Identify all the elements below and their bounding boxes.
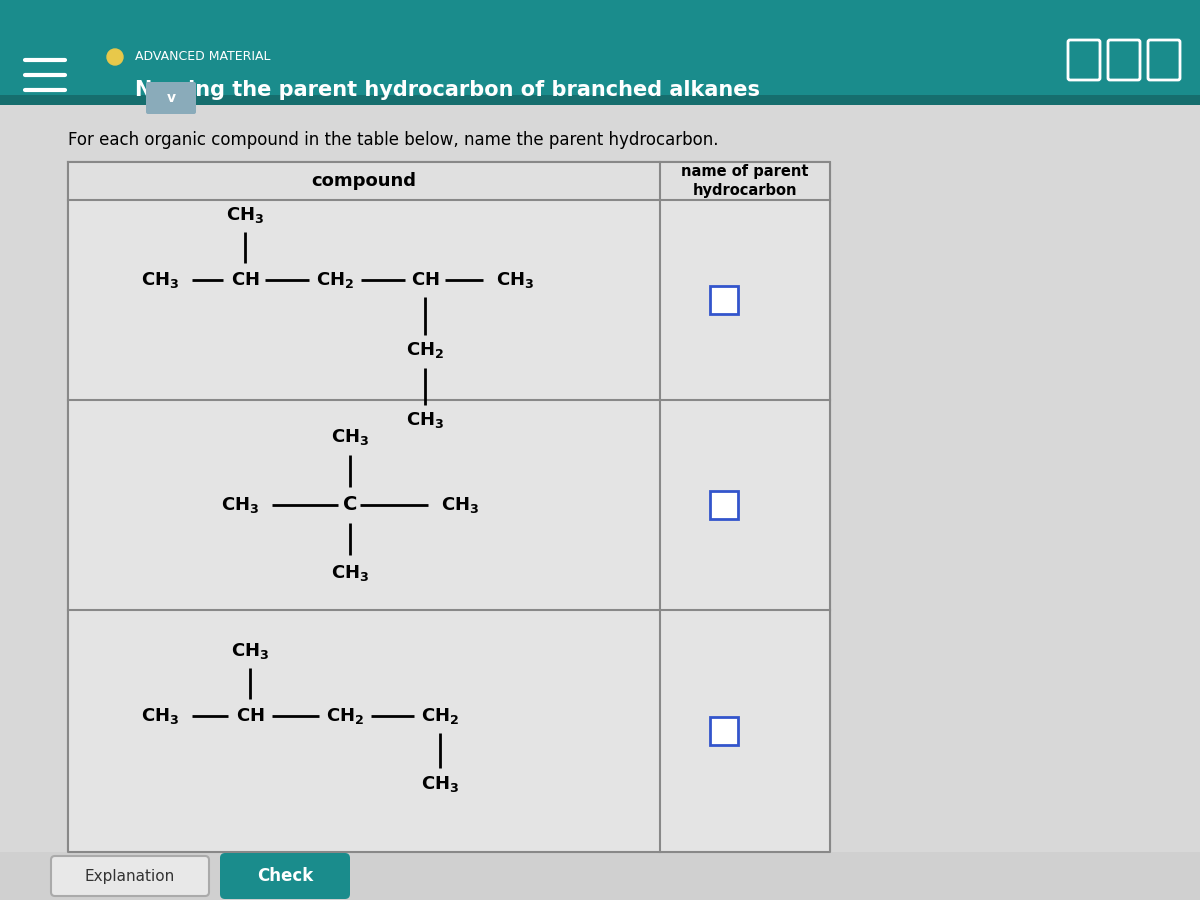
Circle shape — [107, 49, 124, 65]
Text: For each organic compound in the table below, name the parent hydrocarbon.: For each organic compound in the table b… — [68, 131, 719, 149]
Bar — [0, 852, 1200, 900]
FancyBboxPatch shape — [146, 82, 196, 114]
Text: Naming the parent hydrocarbon of branched alkanes: Naming the parent hydrocarbon of branche… — [134, 80, 760, 100]
Text: Explanation: Explanation — [85, 868, 175, 884]
Text: v: v — [167, 91, 175, 105]
Text: ADVANCED MATERIAL: ADVANCED MATERIAL — [134, 50, 270, 64]
Text: Check: Check — [257, 867, 313, 885]
Bar — [710, 717, 738, 745]
Bar — [660, 610, 830, 852]
Text: $\mathbf{CH}$: $\mathbf{CH}$ — [230, 271, 259, 289]
Text: $\mathbf{CH_3}$: $\mathbf{CH_3}$ — [440, 495, 479, 515]
Text: $\mathbf{C}$: $\mathbf{C}$ — [342, 496, 358, 515]
Bar — [68, 610, 660, 852]
FancyBboxPatch shape — [50, 856, 209, 896]
Text: $\mathbf{CH_2}$: $\mathbf{CH_2}$ — [421, 706, 460, 726]
Text: $\mathbf{CH_2}$: $\mathbf{CH_2}$ — [406, 340, 444, 360]
Text: $\mathbf{CH_3}$: $\mathbf{CH_3}$ — [140, 270, 179, 290]
Bar — [660, 400, 830, 610]
Text: $\mathbf{CH_2}$: $\mathbf{CH_2}$ — [316, 270, 354, 290]
Text: name of parent
hydrocarbon: name of parent hydrocarbon — [682, 164, 809, 198]
Text: $\mathbf{CH_3}$: $\mathbf{CH_3}$ — [230, 641, 269, 661]
Bar — [68, 162, 830, 200]
Text: $\mathbf{CH}$: $\mathbf{CH}$ — [410, 271, 439, 289]
Bar — [710, 286, 738, 314]
Bar — [68, 400, 660, 610]
Bar — [0, 0, 1200, 105]
Text: $\mathbf{CH_3}$: $\mathbf{CH_3}$ — [140, 706, 179, 726]
Text: $\mathbf{CH_3}$: $\mathbf{CH_3}$ — [496, 270, 534, 290]
Text: $\mathbf{CH_2}$: $\mathbf{CH_2}$ — [326, 706, 364, 726]
Bar — [68, 200, 660, 400]
Text: $\mathbf{CH_3}$: $\mathbf{CH_3}$ — [221, 495, 259, 515]
Text: $\mathbf{CH_3}$: $\mathbf{CH_3}$ — [421, 774, 460, 794]
Bar — [0, 95, 1200, 105]
Text: $\mathbf{CH}$: $\mathbf{CH}$ — [235, 707, 264, 725]
Text: $\mathbf{CH_3}$: $\mathbf{CH_3}$ — [331, 563, 370, 583]
Bar — [0, 105, 1200, 900]
Bar — [710, 491, 738, 519]
Text: $\mathbf{CH_3}$: $\mathbf{CH_3}$ — [331, 427, 370, 447]
Text: $\mathbf{CH_3}$: $\mathbf{CH_3}$ — [226, 205, 264, 225]
Bar — [660, 200, 830, 400]
Text: compound: compound — [312, 172, 416, 190]
Text: $\mathbf{CH_3}$: $\mathbf{CH_3}$ — [406, 410, 444, 430]
FancyBboxPatch shape — [220, 853, 350, 899]
Bar — [68, 162, 830, 852]
